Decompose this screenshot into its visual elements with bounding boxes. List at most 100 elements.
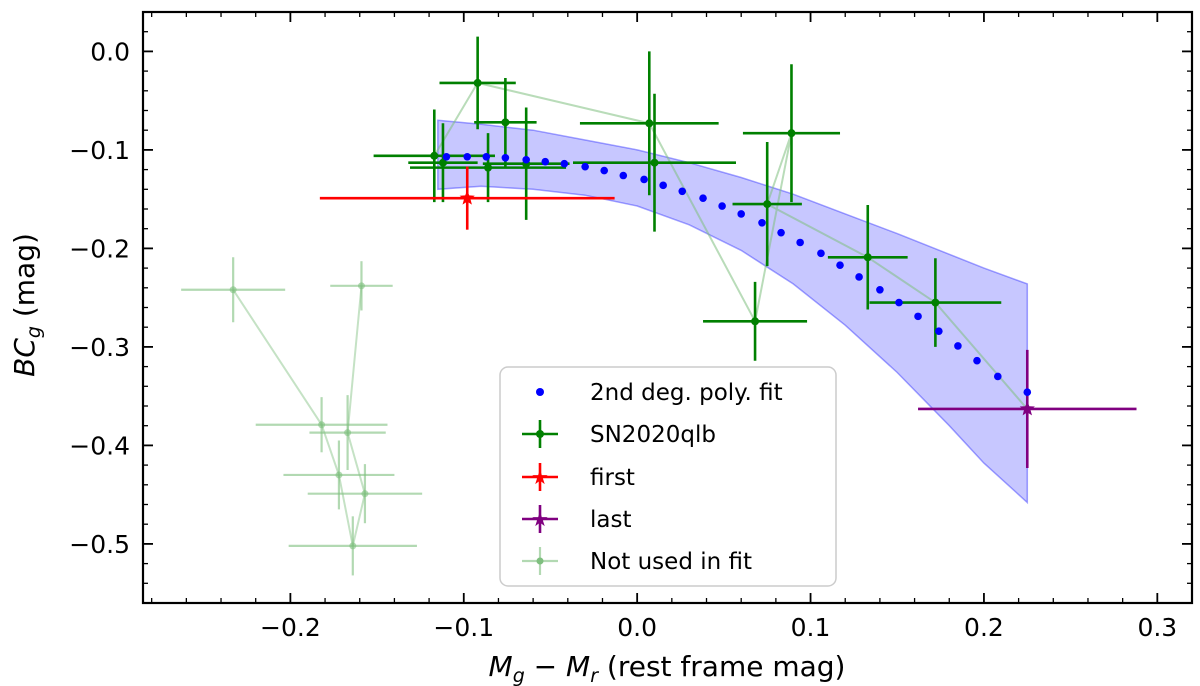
sn-point-8-marker	[751, 317, 760, 326]
fit-point-13	[699, 194, 707, 202]
x-axis-label: Mg − Mr (rest frame mag)	[489, 650, 846, 686]
legend-marker-fit	[536, 388, 544, 396]
fit-point-0	[442, 152, 451, 161]
fit-point-12	[678, 187, 687, 196]
legend-label-last: last	[590, 507, 632, 533]
axis-ticks	[143, 11, 1193, 604]
x-tick-label-4: 0.2	[964, 613, 1004, 642]
sn-point-11	[827, 205, 908, 310]
sn-point-3	[410, 133, 567, 203]
fit-point-22	[876, 285, 884, 294]
last-point-0-marker	[1019, 401, 1035, 416]
fit-point-24	[914, 312, 922, 321]
not-used-point-3-marker	[344, 429, 352, 437]
sn-point-7	[573, 93, 736, 232]
last-point-0	[918, 349, 1137, 469]
sn-point-7-marker	[650, 158, 659, 167]
sn-point-9-marker	[763, 200, 772, 209]
legend-label-fit: 2nd deg. poly. fit	[590, 380, 783, 406]
fit-point-19	[817, 249, 825, 258]
sn-point-3-marker	[484, 163, 493, 172]
fit-point-4	[522, 155, 530, 164]
sn-point-9	[732, 142, 802, 267]
first-point-0	[319, 166, 615, 230]
sn-point-8	[703, 281, 808, 361]
fit-point-27	[973, 356, 981, 365]
fit-point-10	[640, 175, 648, 184]
legend-marker-not-used	[536, 557, 544, 565]
legend-label-not-used: Not used in fit	[590, 549, 752, 575]
fit-point-23	[895, 298, 903, 307]
fit-point-17	[777, 228, 785, 237]
y-tick-label-0: 0.0	[90, 37, 130, 66]
not-used-point-5	[307, 464, 423, 524]
sn-point-2-marker	[473, 78, 482, 87]
sn-point-4-marker	[501, 118, 510, 127]
legend-item-first: ★ first	[522, 463, 635, 491]
not-used-point-0-marker	[229, 286, 237, 294]
not-used-point-3	[309, 395, 386, 471]
x-tick-label-1: −0.1	[433, 613, 494, 642]
not-used-point-1	[330, 261, 393, 311]
sn-point-0-marker	[430, 151, 439, 160]
sn-point-5	[482, 107, 570, 220]
not-used-point-5-marker	[361, 490, 369, 498]
fit-point-29	[1023, 388, 1032, 397]
fit-point-1	[463, 152, 472, 161]
sn-point-1	[408, 123, 478, 203]
fit-point-26	[954, 342, 962, 350]
y-tick-label-3: −0.3	[69, 333, 130, 362]
not-used-trajectory-line	[232, 285, 366, 547]
not-used-point-2	[255, 397, 388, 453]
x-tick-label-2: 0.0	[617, 613, 657, 642]
fit-point-16	[758, 218, 766, 227]
sn-point-12-marker	[931, 298, 940, 307]
legend-item-last: ★ last	[522, 505, 632, 533]
fit-point-15	[737, 210, 745, 218]
sn-point-11-marker	[863, 253, 872, 262]
fit-point-25	[935, 327, 943, 335]
fit-point-21	[855, 273, 863, 281]
fit-point-9	[619, 171, 628, 180]
sn-point-1-marker	[438, 158, 447, 167]
legend-item-not-used: Not used in fit	[522, 547, 752, 575]
y-tick-label-4: −0.4	[69, 431, 130, 460]
not-used-point-4	[283, 440, 395, 510]
sn-point-2	[439, 36, 516, 130]
y-tick-label-1: −0.1	[69, 136, 130, 165]
legend-frame	[499, 366, 837, 587]
fit-point-5	[541, 157, 550, 166]
fit-point-20	[836, 261, 844, 269]
fit-point-2	[482, 152, 491, 161]
fit-point-3	[501, 153, 510, 162]
legend-marker-first: ★	[531, 465, 549, 489]
first-point-0-marker	[459, 190, 475, 205]
legend: 2nd deg. poly. fit SN2020qlb ★ first ★ l…	[499, 366, 837, 587]
fit-point-28	[994, 372, 1002, 381]
fit-point-8	[600, 166, 609, 175]
not-used-point-0	[181, 257, 286, 323]
not-used-point-6	[288, 516, 417, 576]
y-tick-label-2: −0.2	[69, 234, 130, 263]
x-tick-label-5: 0.3	[1137, 613, 1177, 642]
plot-area	[141, 10, 1194, 605]
fit-point-18	[796, 238, 804, 247]
sn-point-10	[742, 64, 841, 203]
fit-point-6	[560, 159, 569, 168]
legend-item-sn: SN2020qlb	[522, 420, 716, 448]
legend-marker-last: ★	[531, 507, 549, 531]
not-used-point-6-marker	[349, 542, 357, 550]
fit-point-11	[659, 181, 667, 190]
sn-point-6-marker	[645, 119, 654, 128]
legend-label-first: first	[590, 465, 635, 491]
sn-point-0	[373, 109, 495, 203]
y-axis-label: BCg (mag)	[8, 233, 45, 377]
not-used-point-1-marker	[357, 282, 365, 290]
not-used-point-2-marker	[318, 421, 326, 429]
sn-point-10-marker	[787, 129, 796, 138]
x-tick-label-3: 0.1	[791, 613, 831, 642]
x-tick-label-0: −0.2	[260, 613, 321, 642]
y-tick-label-5: −0.5	[69, 530, 130, 559]
fit-point-14	[718, 202, 726, 210]
